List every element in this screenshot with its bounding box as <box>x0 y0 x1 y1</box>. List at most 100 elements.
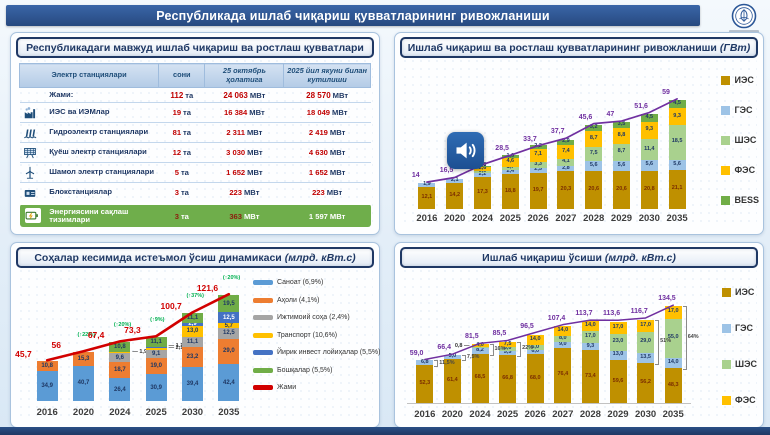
axis-year-label: 2029 <box>610 213 633 224</box>
table-row: Жами: 112 та 24 063 МВт 28 570 МВт <box>19 87 371 104</box>
axis-year-label: 2025 <box>497 409 519 420</box>
legend-item: ИЭС <box>721 75 759 85</box>
legend-swatch <box>253 332 273 338</box>
legend-item: Аҳоли (4,1%) <box>253 297 375 304</box>
bar-segment <box>613 121 630 129</box>
legend-item: Ижтимоий соҳа (2,4%) <box>253 314 375 321</box>
legend-item: ШЭС <box>721 135 759 145</box>
legend-label: ФЭС <box>735 395 756 405</box>
bar-segment <box>664 358 682 369</box>
legend-item: Бошқалар (5,5%) <box>253 367 375 374</box>
bar-segment <box>613 144 630 161</box>
capacity-chart-title: Ишлаб чиқариш ва ростлаш қувватларининг … <box>400 37 758 58</box>
bar-segment <box>668 169 686 209</box>
col-header-current: 25 октябрь ҳолатига <box>204 62 285 89</box>
station-expected-capacity: 1 652 МВт <box>283 162 371 184</box>
bar-segment <box>668 159 686 170</box>
bar-segment <box>145 349 167 358</box>
station-current-capacity: 2 311 МВт <box>204 122 284 144</box>
legend-swatch <box>253 315 273 320</box>
bar-segment <box>443 358 461 403</box>
station-expected-capacity: 1 597 МВт <box>283 202 371 228</box>
share-bracket <box>682 306 687 371</box>
total-value-label: 33,7 <box>523 135 537 143</box>
bar-segment <box>36 370 58 401</box>
station-count: 81 та <box>158 122 205 144</box>
legend-label: Транспорт (10,6%) <box>277 331 338 339</box>
bar-segment <box>529 161 547 168</box>
axis-year-label: 2026 <box>527 213 549 224</box>
bar-segment <box>557 158 575 167</box>
bar-segment <box>474 172 491 177</box>
station-icon-cell <box>19 102 47 124</box>
col-header-expected: 2025 йил якуни билан кутилиши <box>283 62 371 89</box>
panel-capacity-development-chart: Ишлаб чиқариш ва ростлаш қувватларининг … <box>394 32 764 235</box>
bar-segment <box>218 364 240 401</box>
bar-segment <box>613 128 630 145</box>
bar-segment <box>554 341 572 348</box>
station-icon-cell <box>19 162 47 184</box>
station-name: Жами: <box>46 87 159 104</box>
bar-segment <box>637 362 655 403</box>
bar-segment <box>526 335 544 346</box>
station-count: 112 та <box>158 87 205 104</box>
bar-segment <box>145 374 167 401</box>
axis-year-label: 2035 <box>218 407 240 418</box>
total-value-label: 45,6 <box>578 113 593 121</box>
table-row: Гидроэлектр станциялари 81 та 2 311 МВт 2 419… <box>19 122 371 144</box>
bar-segment <box>471 347 489 348</box>
station-count: 3 та <box>158 182 205 205</box>
bar-segment <box>145 347 167 350</box>
share-bracket <box>517 341 522 357</box>
legend-swatch <box>253 297 273 303</box>
consumption-chart-title: Соҳалар кесимида истеъмол ўсиш динамикас… <box>16 247 374 268</box>
chart-unit: (ГВт) <box>719 41 751 54</box>
capacity-table: Электр станциялари сони 25 октябрь ҳолат… <box>18 62 371 228</box>
bar-segment <box>585 130 603 147</box>
bar-segment <box>182 325 203 337</box>
chart-unit: (млрд. кВт.с) <box>604 251 676 264</box>
bar-segment <box>145 357 167 375</box>
station-expected-capacity: 2 419 МВт <box>283 122 371 144</box>
bar-segment <box>443 355 461 359</box>
station-name: Гидроэлектр станциялари <box>46 122 159 144</box>
total-value-label: 107,4 <box>547 314 566 322</box>
total-value-label: 100,7 <box>160 301 182 312</box>
total-value-label: 51,6 <box>634 102 648 110</box>
bar-segment <box>529 144 547 149</box>
thermal-plant-icon <box>23 106 44 120</box>
station-expected-capacity: 223 МВт <box>283 182 371 205</box>
axis-year-label: 2016 <box>416 213 438 224</box>
station-current-capacity: 16 384 МВт <box>204 102 284 124</box>
table-row: Қуёш электр станциялари 12 та 3 030 МВт 4 630… <box>19 142 371 164</box>
audio-button[interactable] <box>447 132 484 169</box>
legend-label: Жами <box>277 384 297 391</box>
station-name: Энергиясини сақлаш тизимлари <box>46 202 159 228</box>
station-expected-capacity: 4 630 МВт <box>283 142 371 164</box>
chart-unit: (млрд. кВт.с) <box>284 251 356 264</box>
table-row: Шамол электр станциялари 5 та 1 652 МВт 1 652… <box>19 162 371 184</box>
capacity-chart-legend: ИЭС ГЭС ШЭС ФЭС BESS <box>721 75 759 205</box>
total-value-label: 85,5 <box>492 330 507 338</box>
bar-segment <box>145 346 167 348</box>
bar-segment <box>501 169 519 175</box>
station-icon-cell <box>19 182 47 205</box>
total-value-label: 14 <box>411 172 420 180</box>
legend-item: Йирик инвест лойиҳалар (5,5%) <box>253 349 380 356</box>
station-current-capacity: 24 063 МВт <box>204 87 284 104</box>
total-value-label: 47 <box>606 111 615 119</box>
axis-year-label: 2030 <box>635 409 657 420</box>
generation-chart-title: Ишлаб чиқариш ўсиши (млрд. кВт.с) <box>400 247 758 268</box>
axis-year-label: 2024 <box>471 213 494 224</box>
total-value-label: 113,6 <box>603 310 621 318</box>
bar-segment <box>218 323 240 328</box>
legend-item: BESS <box>721 195 759 205</box>
legend-swatch <box>722 395 732 405</box>
legend-item: ШЭС <box>722 359 757 369</box>
legend-item: Жами <box>253 384 375 391</box>
legend-label: ФЭС <box>734 165 756 175</box>
bar-segment <box>557 144 575 159</box>
legend-item: ИЭС <box>722 287 757 297</box>
legend-item: Саноат (6,9%) <box>253 279 375 286</box>
